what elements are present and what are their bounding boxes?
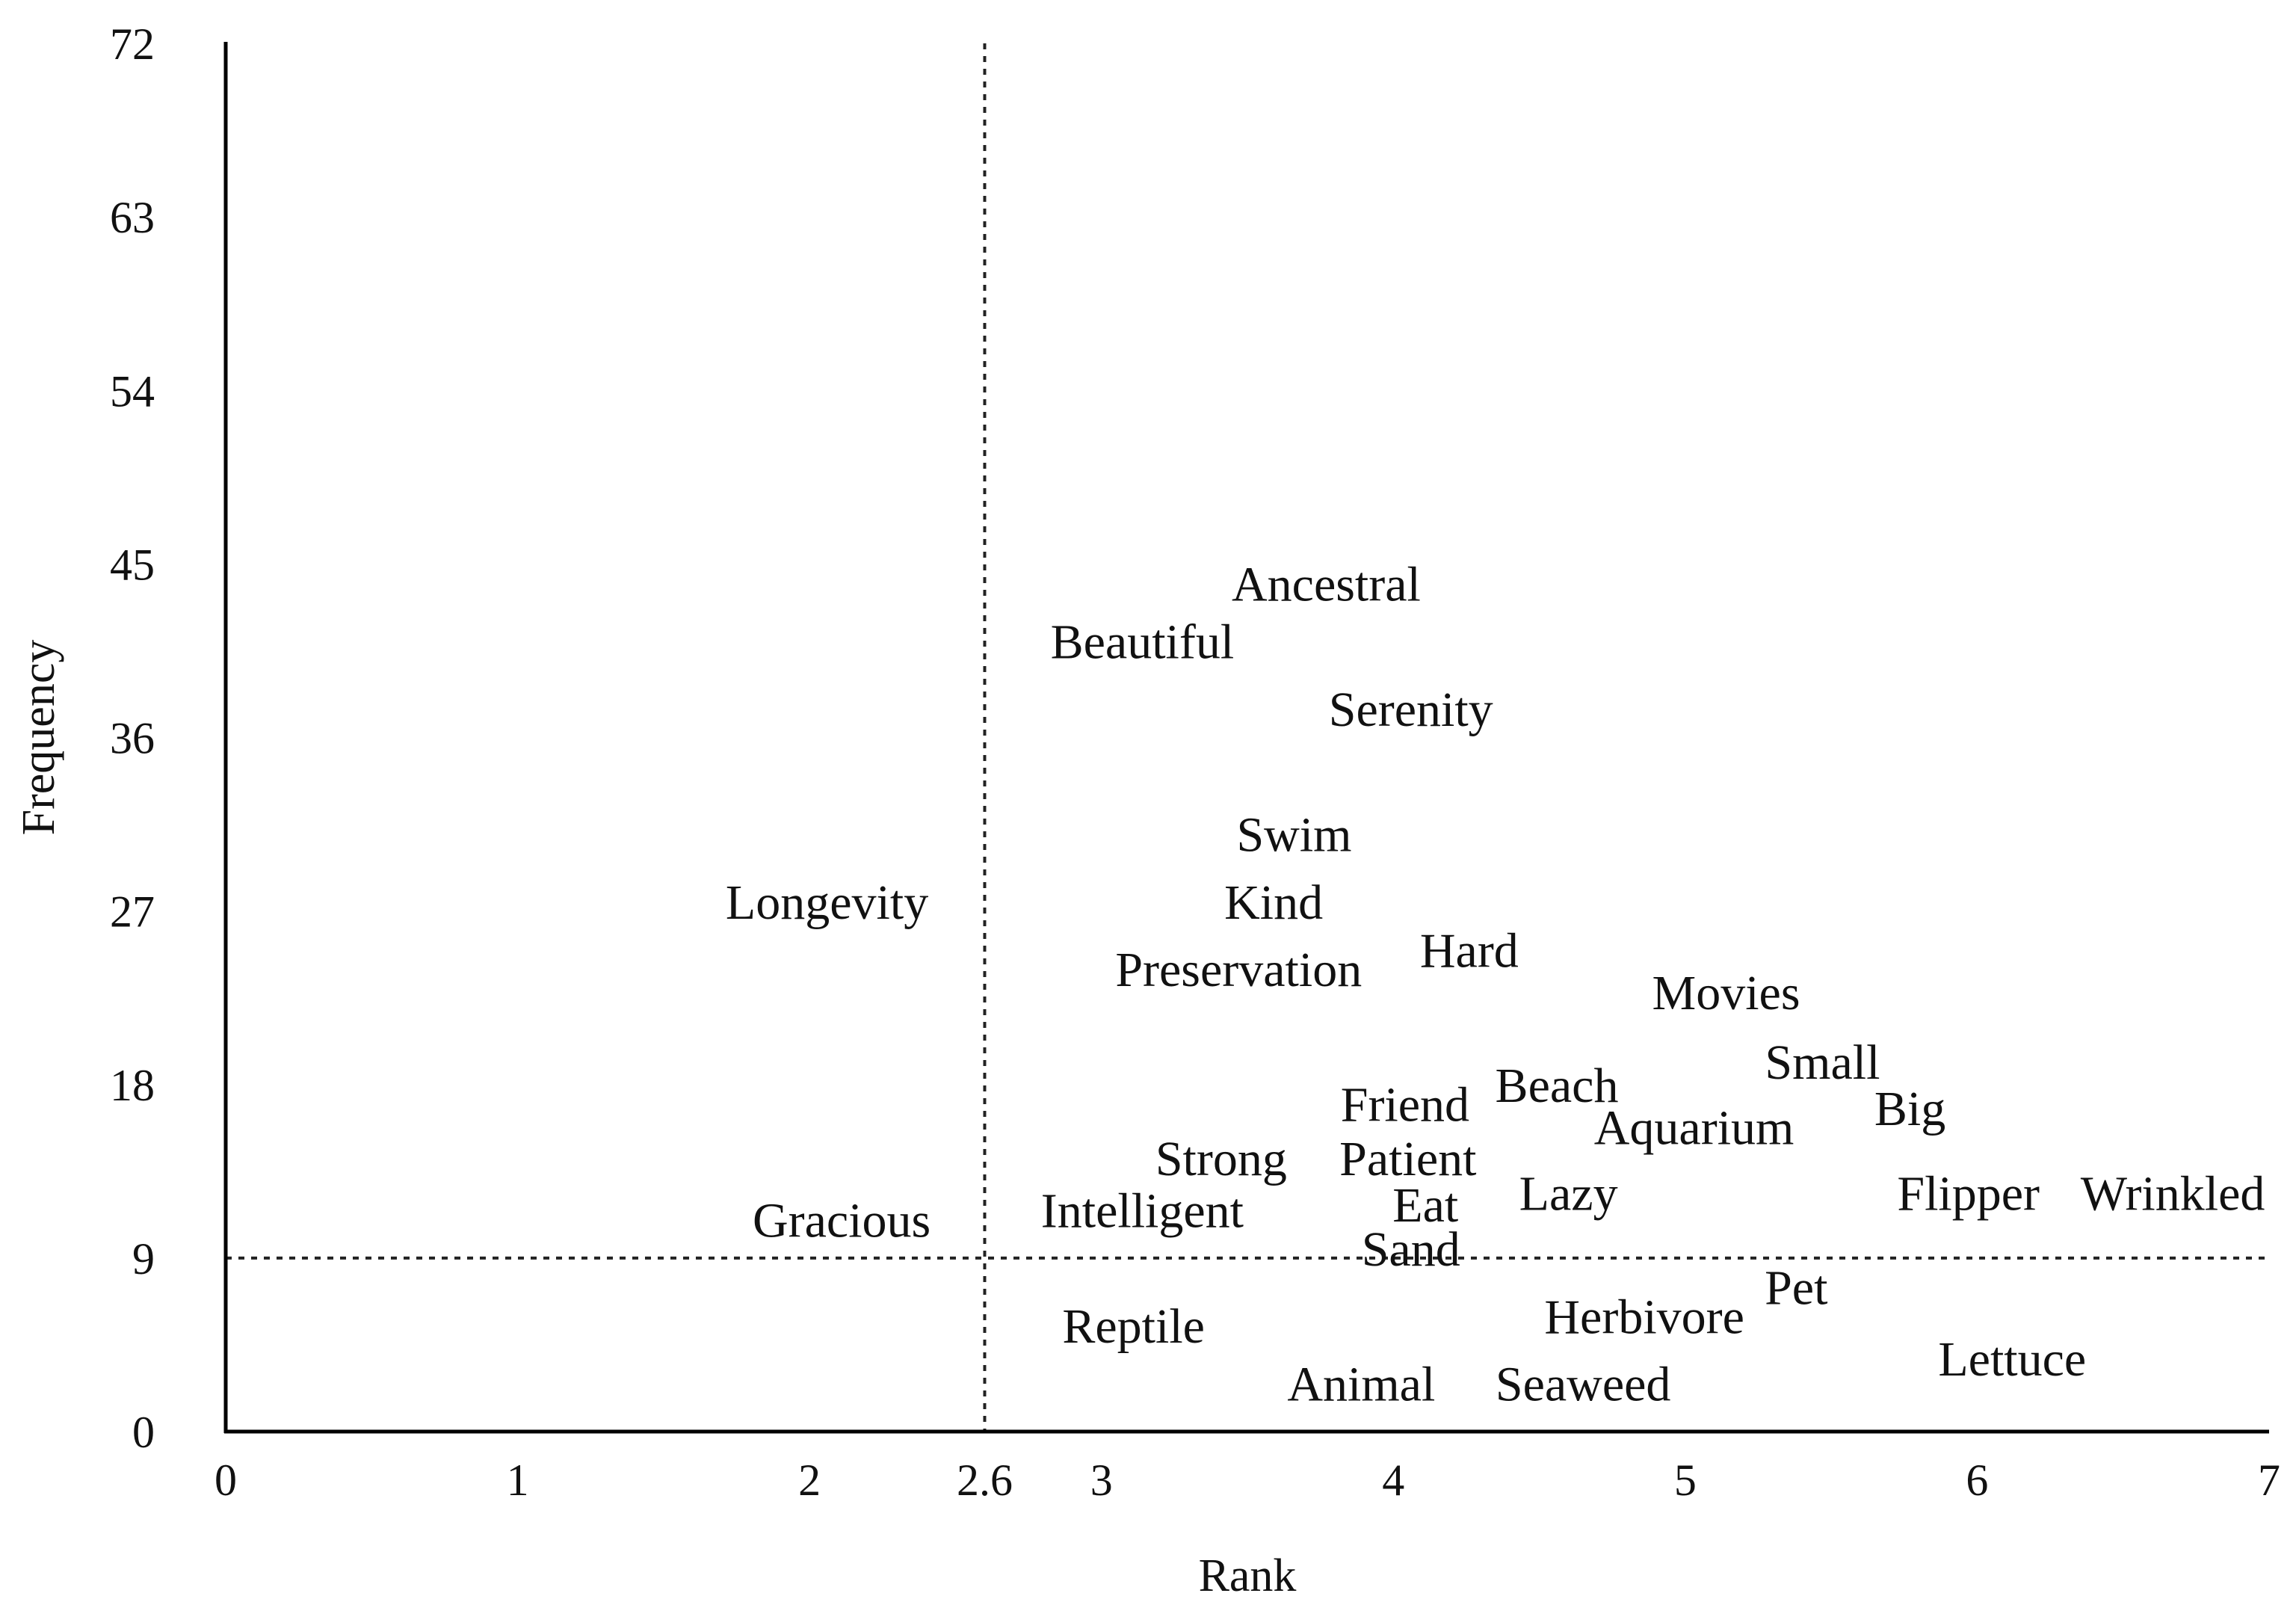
point-label: Ancestral <box>1232 557 1421 612</box>
point-label: Serenity <box>1329 683 1493 737</box>
y-tick-label: 36 <box>110 714 155 763</box>
point-label: Swim <box>1236 808 1351 863</box>
y-axis-title: Frequency <box>13 640 64 836</box>
point-label: Gracious <box>753 1193 931 1248</box>
point-label: Pet <box>1765 1261 1827 1316</box>
point-label: Wrinkled <box>2081 1166 2265 1221</box>
y-tick-label: 54 <box>110 366 155 416</box>
point-label: Flipper <box>1897 1166 2040 1221</box>
x-tick-label: 4 <box>1382 1455 1404 1505</box>
point-label: Reptile <box>1062 1299 1205 1354</box>
point-label: Small <box>1765 1035 1880 1090</box>
point-label: Aquarium <box>1594 1101 1794 1156</box>
x-tick-labels: 0 1 2 2.6 3 4 5 6 7 <box>215 1455 2280 1505</box>
y-tick-label: 9 <box>132 1234 155 1284</box>
x-axis-title: Rank <box>1199 1550 1297 1601</box>
x-tick-label: 0 <box>215 1455 237 1505</box>
x-tick-label: 3 <box>1090 1455 1113 1505</box>
point-label: Eat <box>1392 1178 1458 1233</box>
axes <box>223 42 2269 1434</box>
point-label: Beach <box>1496 1059 1619 1113</box>
point-label: Strong <box>1155 1132 1287 1186</box>
x-tick-label: 1 <box>507 1455 529 1505</box>
point-label: Longevity <box>726 875 928 930</box>
y-tick-label: 45 <box>110 540 155 589</box>
y-tick-label: 72 <box>110 19 155 69</box>
point-label: Patient <box>1339 1132 1476 1186</box>
x-tick-label: 2 <box>798 1455 821 1505</box>
x-tick-label: 7 <box>2258 1455 2280 1505</box>
reference-lines <box>226 43 2269 1432</box>
point-label: Seaweed <box>1496 1358 1671 1412</box>
x-tick-label: 5 <box>1674 1455 1697 1505</box>
y-tick-label: 18 <box>110 1061 155 1110</box>
point-label: Animal <box>1287 1358 1435 1412</box>
point-label: Lazy <box>1519 1166 1618 1221</box>
point-label: Movies <box>1652 966 1800 1020</box>
point-label: Sand <box>1362 1222 1460 1277</box>
x-tick-label: 2.6 <box>957 1455 1013 1505</box>
y-tick-label: 27 <box>110 887 155 937</box>
y-tick-label: 63 <box>110 193 155 242</box>
point-label: Lettuce <box>1938 1332 2086 1387</box>
point-label: Kind <box>1224 875 1323 930</box>
point-label: Friend <box>1341 1078 1469 1133</box>
point-label: Big <box>1874 1082 1945 1136</box>
point-label: Beautiful <box>1051 615 1235 670</box>
x-tick-label: 6 <box>1966 1455 1988 1505</box>
point-label: Herbivore <box>1544 1290 1744 1344</box>
point-label: Intelligent <box>1041 1183 1244 1238</box>
y-tick-label: 0 <box>132 1408 155 1457</box>
point-label: Preservation <box>1115 943 1362 997</box>
point-label: Hard <box>1420 923 1519 978</box>
y-tick-labels: 0 9 18 27 36 45 54 63 72 <box>110 19 155 1457</box>
